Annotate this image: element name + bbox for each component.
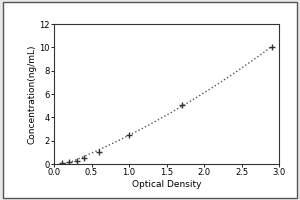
Y-axis label: Concentration(ng/mL): Concentration(ng/mL) — [28, 44, 37, 144]
X-axis label: Optical Density: Optical Density — [132, 180, 201, 189]
